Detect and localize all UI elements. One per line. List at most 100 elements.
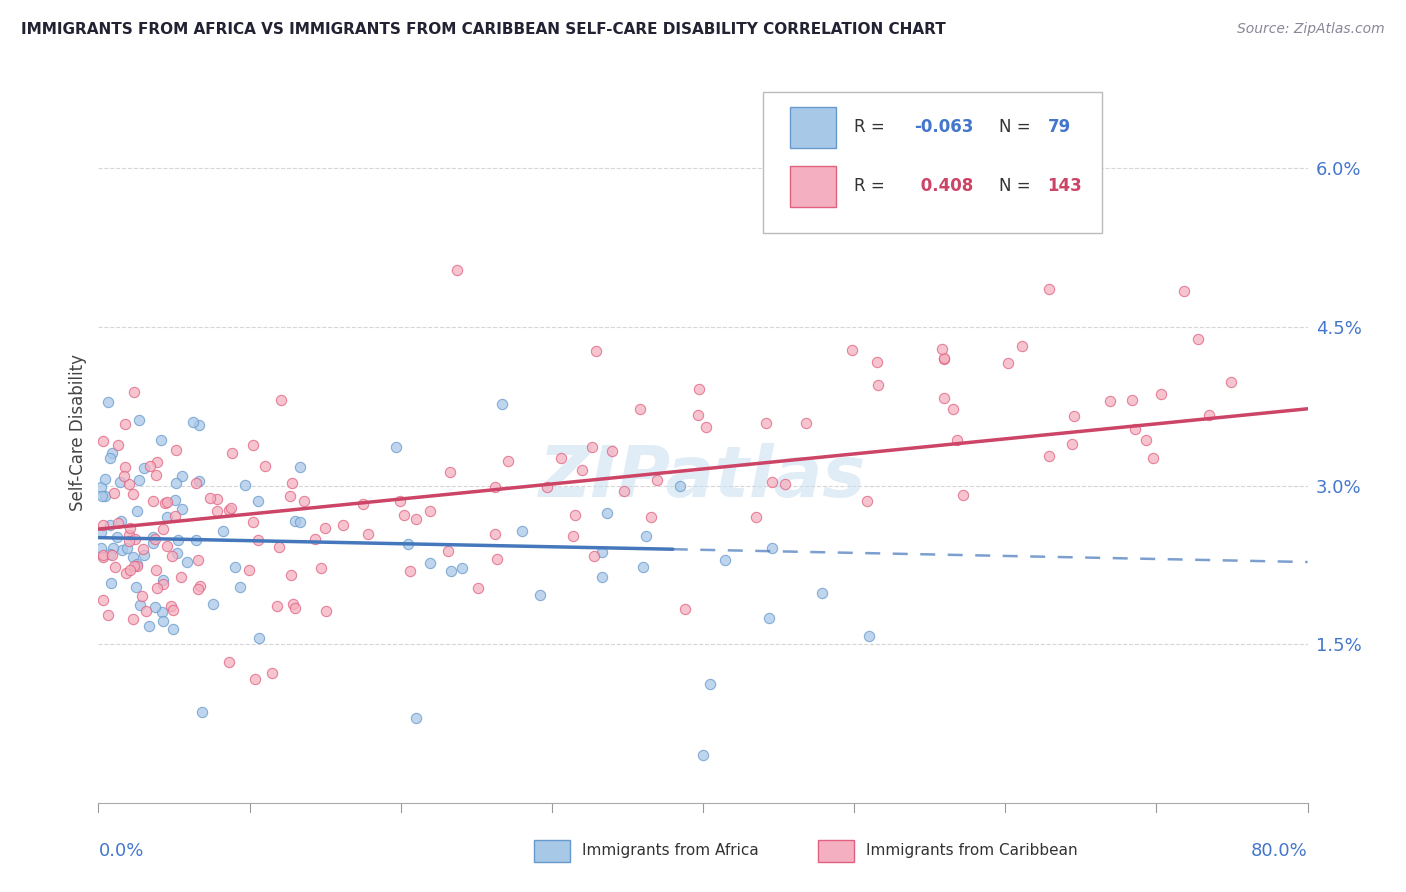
Point bbox=[866, 355, 889, 369]
FancyBboxPatch shape bbox=[790, 107, 837, 147]
Point bbox=[758, 611, 780, 625]
Point bbox=[224, 560, 246, 574]
Point bbox=[205, 504, 228, 518]
Point bbox=[124, 581, 146, 595]
Point bbox=[260, 666, 283, 681]
Point bbox=[550, 450, 572, 465]
Point bbox=[292, 494, 315, 508]
Point bbox=[564, 508, 586, 522]
Point bbox=[440, 564, 463, 578]
Point bbox=[394, 508, 416, 522]
Point bbox=[108, 475, 131, 490]
Point bbox=[90, 524, 112, 539]
Point bbox=[139, 458, 162, 473]
Point bbox=[145, 455, 167, 469]
Point bbox=[529, 588, 551, 602]
Point bbox=[1038, 450, 1060, 464]
Point bbox=[186, 476, 208, 491]
Point bbox=[419, 556, 441, 570]
Point bbox=[699, 677, 721, 691]
Point bbox=[103, 486, 125, 500]
Point bbox=[1038, 283, 1060, 297]
Point bbox=[145, 581, 167, 595]
Point bbox=[858, 629, 880, 643]
Text: Source: ZipAtlas.com: Source: ZipAtlas.com bbox=[1237, 22, 1385, 37]
Point bbox=[510, 524, 533, 538]
Point bbox=[152, 605, 174, 619]
Point bbox=[90, 480, 112, 494]
Point bbox=[115, 541, 138, 555]
Point bbox=[238, 563, 260, 577]
Point bbox=[118, 528, 141, 542]
Point bbox=[868, 378, 890, 392]
Point bbox=[997, 356, 1019, 370]
Point bbox=[436, 544, 458, 558]
Point bbox=[761, 541, 783, 556]
Point bbox=[118, 476, 141, 491]
Point bbox=[571, 463, 593, 477]
Point bbox=[162, 623, 184, 637]
Point bbox=[396, 537, 419, 551]
Point bbox=[596, 506, 619, 520]
Point bbox=[218, 656, 240, 670]
Text: ZIPatlas: ZIPatlas bbox=[540, 442, 866, 511]
Point bbox=[145, 563, 167, 577]
Point bbox=[745, 510, 768, 524]
Point bbox=[314, 521, 336, 535]
Point bbox=[1220, 375, 1243, 389]
Point bbox=[142, 536, 165, 550]
FancyBboxPatch shape bbox=[790, 166, 837, 207]
Point bbox=[309, 561, 332, 575]
Point bbox=[561, 529, 583, 543]
Point bbox=[1198, 408, 1220, 422]
Point bbox=[613, 483, 636, 498]
Point bbox=[582, 549, 605, 563]
FancyBboxPatch shape bbox=[534, 840, 569, 862]
Point bbox=[634, 529, 657, 543]
Point bbox=[181, 415, 204, 429]
Point bbox=[934, 351, 956, 366]
Point bbox=[856, 494, 879, 508]
Point bbox=[668, 479, 690, 493]
Point bbox=[165, 443, 187, 458]
Point bbox=[640, 509, 662, 524]
Point bbox=[165, 475, 187, 490]
Point bbox=[132, 541, 155, 556]
Point bbox=[253, 459, 276, 474]
Point bbox=[125, 558, 148, 572]
Point bbox=[122, 384, 145, 399]
Point bbox=[100, 549, 122, 563]
Point bbox=[125, 504, 148, 518]
Point bbox=[1142, 451, 1164, 466]
Point bbox=[628, 401, 651, 416]
Point bbox=[205, 492, 228, 507]
Point bbox=[290, 459, 312, 474]
Point bbox=[811, 586, 834, 600]
Point bbox=[125, 559, 148, 574]
Point bbox=[1063, 409, 1085, 423]
Point bbox=[841, 343, 863, 358]
Point bbox=[243, 672, 266, 686]
Point bbox=[100, 575, 122, 590]
Point bbox=[156, 510, 179, 524]
Point bbox=[131, 589, 153, 603]
Point bbox=[389, 493, 412, 508]
Point bbox=[536, 480, 558, 494]
Y-axis label: Self-Care Disability: Self-Care Disability bbox=[69, 354, 87, 511]
Point bbox=[122, 559, 145, 574]
Point bbox=[284, 514, 307, 528]
Point bbox=[156, 539, 179, 553]
Text: IMMIGRANTS FROM AFRICA VS IMMIGRANTS FROM CARIBBEAN SELF-CARE DISABILITY CORRELA: IMMIGRANTS FROM AFRICA VS IMMIGRANTS FRO… bbox=[21, 22, 946, 37]
Point bbox=[187, 417, 209, 432]
Point bbox=[101, 445, 124, 459]
Point bbox=[124, 533, 146, 547]
Point bbox=[93, 472, 115, 486]
Point bbox=[692, 748, 714, 763]
Point bbox=[128, 413, 150, 427]
Point bbox=[773, 477, 796, 491]
Point bbox=[187, 475, 209, 489]
Point bbox=[229, 580, 252, 594]
Point bbox=[143, 532, 166, 546]
Point bbox=[110, 515, 132, 529]
Point bbox=[152, 614, 174, 628]
